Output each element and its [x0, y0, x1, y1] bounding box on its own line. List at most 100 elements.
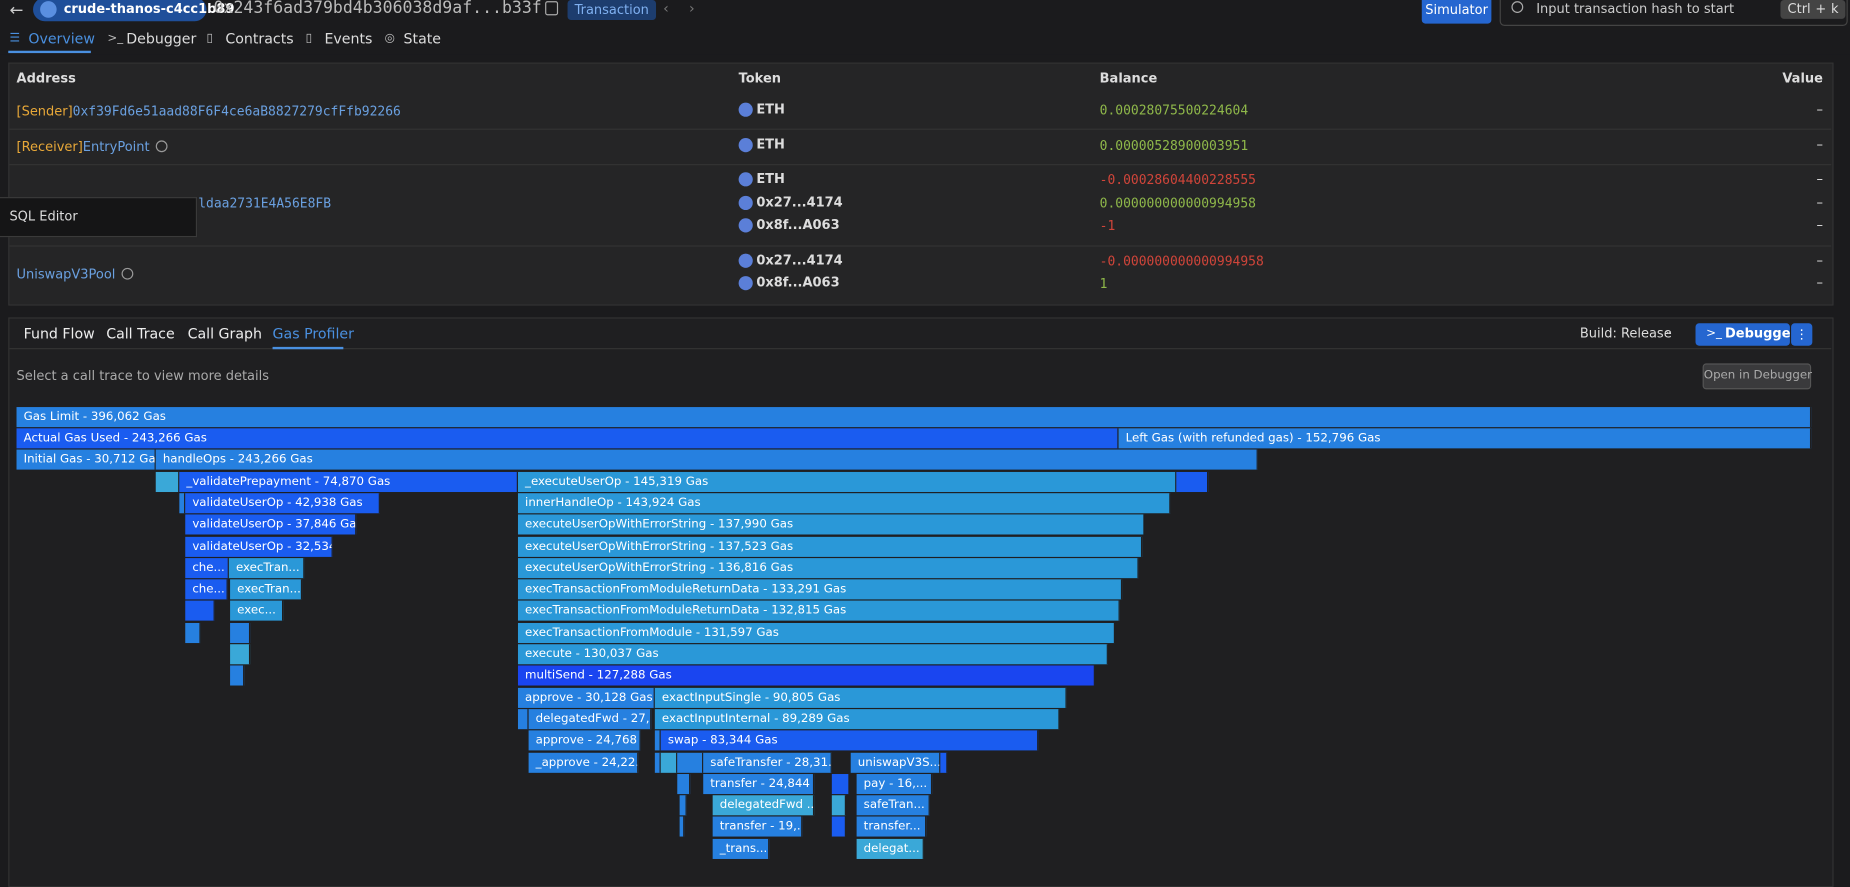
- flame-bar[interactable]: validateUserOp - 32,534...: [185, 536, 333, 557]
- shortcut-key: Ctrl: [1787, 1, 1811, 17]
- flame-bar[interactable]: innerHandleOp - 143,924 Gas: [517, 493, 1171, 514]
- flame-bar[interactable]: execTran...: [228, 558, 305, 579]
- flame-bar[interactable]: safeTran...: [856, 795, 930, 816]
- tab[interactable]: State: [403, 30, 442, 48]
- flame-bar[interactable]: [831, 816, 846, 837]
- flame-bar[interactable]: transfer...: [856, 816, 927, 837]
- token: 0x8f...A063: [756, 274, 840, 291]
- flame-bar[interactable]: validateUserOp - 42,938 Gas: [185, 493, 380, 514]
- flame-bar[interactable]: [185, 600, 215, 621]
- address[interactable]: ldaa2731E4A56E8FB: [198, 195, 332, 212]
- flame-bar[interactable]: pay - 16,...: [856, 774, 933, 795]
- flame-bar[interactable]: safeTransfer - 28,31...: [703, 752, 832, 773]
- tab[interactable]: Contracts: [225, 30, 294, 48]
- flame-bar[interactable]: [230, 665, 245, 686]
- address[interactable]: UniswapV3Pool: [16, 266, 116, 282]
- tab[interactable]: Overview: [28, 30, 95, 48]
- project-pill[interactable]: [33, 0, 207, 22]
- flame-bar[interactable]: [940, 752, 948, 773]
- profiler-tab-underline: [272, 346, 344, 350]
- flame-bar[interactable]: _approve - 24,22...: [528, 752, 639, 773]
- flame-bar[interactable]: exactInputSingle - 90,805 Gas: [654, 687, 1067, 708]
- flame-bar[interactable]: transfer - 19,...: [712, 816, 803, 837]
- flame-bar[interactable]: Initial Gas - 30,712 Gas: [16, 449, 156, 470]
- flame-bar[interactable]: [185, 622, 201, 644]
- address[interactable]: EntryPoint: [82, 139, 150, 155]
- flame-bar[interactable]: execute - 130,037 Gas: [517, 644, 1108, 665]
- balance: 1: [1099, 276, 1108, 292]
- flame-bar[interactable]: delegatedFwd ...: [712, 795, 815, 816]
- back-arrow[interactable]: ←: [9, 1, 24, 21]
- flame-bar[interactable]: validateUserOp - 37,846 Gas: [185, 514, 357, 535]
- sql-editor-label[interactable]: SQL Editor: [9, 208, 78, 225]
- value: –: [1816, 252, 1823, 268]
- debugger-label[interactable]: Debugger: [1725, 325, 1797, 341]
- flame-bar[interactable]: [517, 709, 529, 730]
- search-placeholder[interactable]: Input transaction hash to start: [1536, 1, 1735, 17]
- profiler-tab[interactable]: Gas Profiler: [272, 325, 354, 343]
- debugger-button[interactable]: [1695, 323, 1790, 346]
- flame-bar[interactable]: Actual Gas Used - 243,266 Gas: [16, 428, 1119, 449]
- flame-bar[interactable]: [679, 795, 687, 816]
- flame-bar[interactable]: executeUserOpWithErrorString - 136,816 G…: [517, 558, 1139, 579]
- flame-bar[interactable]: approve - 30,128 Gas: [517, 687, 655, 708]
- flame-bar[interactable]: [1176, 471, 1209, 493]
- flame-bar[interactable]: exec...: [230, 600, 284, 621]
- flame-bar[interactable]: execTransactionFromModuleReturnData - 13…: [517, 600, 1120, 621]
- flame-bar[interactable]: [179, 493, 186, 514]
- flame-bar[interactable]: execTransactionFromModule - 131,597 Gas: [517, 622, 1116, 644]
- sql-popup[interactable]: [0, 197, 198, 238]
- flame-bar[interactable]: execTran...: [230, 579, 303, 600]
- flame-bar[interactable]: [677, 752, 704, 773]
- flame-bar[interactable]: [230, 622, 251, 644]
- flame-bar[interactable]: transfer - 24,844 ...: [703, 774, 815, 795]
- flame-bar[interactable]: _validatePrepayment - 74,870 Gas: [179, 471, 518, 493]
- flame-bar[interactable]: swap - 83,344 Gas: [660, 730, 1039, 751]
- tab[interactable]: Debugger: [126, 30, 197, 48]
- token: 0x8f...A063: [756, 217, 840, 233]
- flame-bar[interactable]: _executeUserOp - 145,319 Gas: [517, 471, 1177, 493]
- address[interactable]: 0xf39Fd6e51aad88F6F4ce6aB8827279cfFfb922…: [72, 103, 401, 120]
- flame-bar[interactable]: [679, 816, 685, 837]
- flame-bar[interactable]: delegat...: [856, 838, 924, 859]
- flame-bar[interactable]: Gas Limit - 396,062 Gas: [16, 407, 1812, 428]
- more-button[interactable]: ⋮: [1791, 323, 1813, 346]
- next-arrow[interactable]: ›: [689, 0, 695, 17]
- flame-bar[interactable]: delegatedFwd - 27,...: [528, 709, 652, 730]
- flame-bar[interactable]: executeUserOpWithErrorString - 137,990 G…: [517, 514, 1145, 535]
- flame-bar[interactable]: che...: [185, 558, 229, 579]
- flame-bar[interactable]: che...: [185, 579, 228, 600]
- flame-bar[interactable]: [654, 752, 661, 773]
- column-header: Token: [738, 70, 782, 87]
- flame-bar[interactable]: handleOps - 243,266 Gas: [155, 449, 1258, 470]
- copy-icon[interactable]: [545, 1, 559, 16]
- flame-bar[interactable]: executeUserOpWithErrorString - 137,523 G…: [517, 536, 1143, 557]
- flame-bar[interactable]: [654, 730, 661, 751]
- flame-bar[interactable]: Left Gas (with refunded gas) - 152,796 G…: [1118, 428, 1812, 449]
- tab[interactable]: Events: [324, 30, 373, 48]
- prev-arrow[interactable]: ‹: [663, 0, 669, 17]
- build-select[interactable]: Build: Release: [1579, 325, 1672, 341]
- flame-bar[interactable]: [831, 774, 850, 795]
- flame-bar[interactable]: exactInputInternal - 89,289 Gas: [654, 709, 1060, 730]
- tx-hash: 0x243f6ad379bd4b306038d9af...b33f: [213, 0, 542, 18]
- flame-bar[interactable]: [660, 752, 678, 773]
- simulator-button[interactable]: Simulator: [1421, 0, 1492, 24]
- flame-bar[interactable]: _trans...: [712, 838, 770, 859]
- shortcut-key: +: [1815, 1, 1827, 17]
- open-debugger-button[interactable]: Open in Debugger: [1702, 363, 1812, 390]
- flame-bar[interactable]: execTransactionFromModuleReturnData - 13…: [517, 579, 1123, 600]
- project-name[interactable]: crude-thanos-c4cc1b89: [63, 1, 235, 17]
- flame-bar[interactable]: [677, 774, 691, 795]
- flame-bar[interactable]: approve - 24,768 ...: [528, 730, 641, 751]
- profiler-tab[interactable]: Fund Flow: [23, 325, 95, 343]
- flame-bar[interactable]: uniswapV3S...: [850, 752, 941, 773]
- flame-bar[interactable]: multiSend - 127,288 Gas: [517, 665, 1095, 686]
- flame-bar[interactable]: [155, 471, 180, 493]
- profiler-tab[interactable]: Call Graph: [187, 325, 262, 343]
- shortcut: Ctrl + k: [1780, 0, 1846, 19]
- flame-bar[interactable]: [831, 795, 846, 816]
- profiler-tab[interactable]: Call Trace: [106, 325, 175, 343]
- flame-bar[interactable]: [230, 644, 251, 665]
